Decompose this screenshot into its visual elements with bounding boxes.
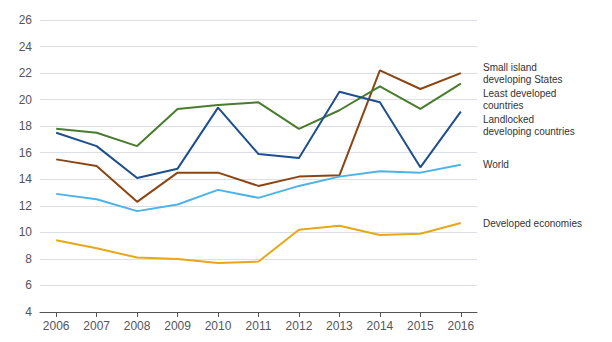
svg-text:2010: 2010 <box>205 319 232 333</box>
svg-text:Small island: Small island <box>483 62 537 73</box>
svg-text:2007: 2007 <box>83 319 110 333</box>
svg-text:Developed economies: Developed economies <box>483 218 582 229</box>
svg-text:countries: countries <box>483 100 524 111</box>
svg-text:18: 18 <box>19 119 33 133</box>
svg-text:16: 16 <box>19 146 33 160</box>
svg-text:2009: 2009 <box>164 319 191 333</box>
svg-text:10: 10 <box>19 225 33 239</box>
svg-text:2013: 2013 <box>326 319 353 333</box>
svg-text:2006: 2006 <box>43 319 70 333</box>
svg-text:12: 12 <box>19 199 33 213</box>
svg-text:developing countries: developing countries <box>483 126 575 137</box>
svg-text:2014: 2014 <box>367 319 394 333</box>
svg-text:24: 24 <box>19 40 33 54</box>
svg-text:4: 4 <box>25 305 32 319</box>
svg-text:Landlocked: Landlocked <box>483 114 534 125</box>
svg-text:2015: 2015 <box>407 319 434 333</box>
svg-text:Least developed: Least developed <box>483 88 556 99</box>
svg-text:26: 26 <box>19 13 33 27</box>
svg-text:8: 8 <box>25 252 32 266</box>
svg-text:14: 14 <box>19 172 33 186</box>
svg-text:World: World <box>483 159 509 170</box>
svg-text:developing States: developing States <box>483 74 563 85</box>
svg-text:6: 6 <box>25 278 32 292</box>
svg-text:2012: 2012 <box>286 319 313 333</box>
svg-text:2016: 2016 <box>447 319 474 333</box>
svg-text:20: 20 <box>19 93 33 107</box>
svg-text:2008: 2008 <box>124 319 151 333</box>
svg-text:22: 22 <box>19 66 33 80</box>
svg-text:2011: 2011 <box>246 319 272 333</box>
